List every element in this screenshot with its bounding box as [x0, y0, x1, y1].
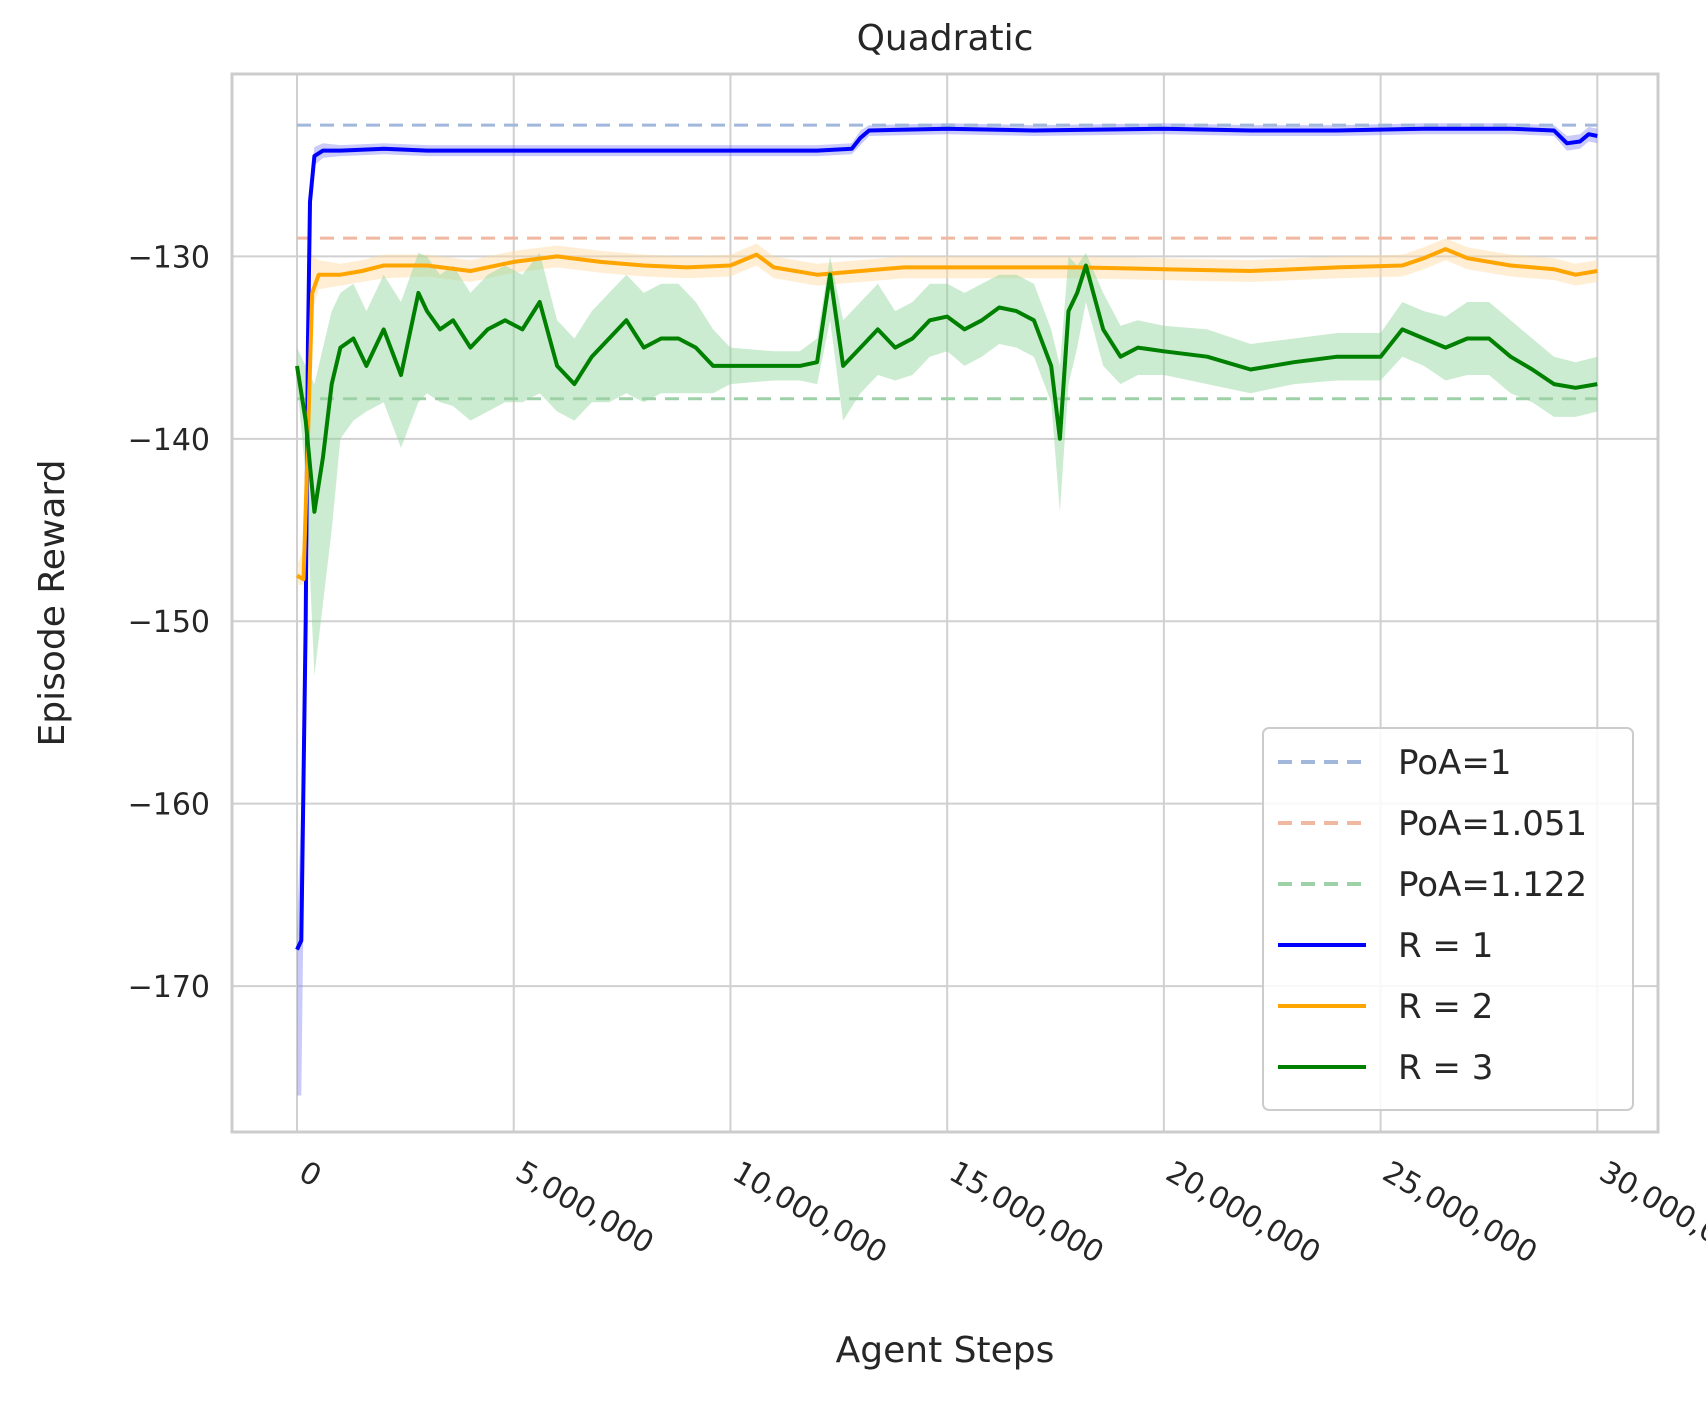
plot-frame — [230, 72, 1660, 1134]
x-tick-label: 20,000,000 — [1160, 1155, 1326, 1271]
legend-label-6: R = 3 — [1398, 1048, 1493, 1088]
x-tick-label: 25,000,000 — [1377, 1155, 1543, 1271]
confidence-band-2 — [297, 238, 1598, 585]
band-layer — [297, 123, 1598, 1096]
x-tick-label: 0 — [293, 1155, 327, 1195]
legend-label-4: R = 1 — [1398, 926, 1493, 966]
y-tick-label: −140 — [128, 423, 210, 458]
y-tick-label: −170 — [128, 970, 210, 1005]
x-axis-label: Agent Steps — [836, 1330, 1055, 1371]
series-line-3 — [295, 263, 1598, 514]
reference-lines — [297, 123, 1598, 401]
series-layer — [295, 126, 1598, 951]
series-line-2 — [296, 247, 1598, 582]
x-tick-label: 30,000,000 — [1593, 1155, 1706, 1271]
y-tick-label: −150 — [128, 605, 210, 640]
confidence-band-3 — [297, 252, 1598, 677]
legend: PoA=1 PoA=1.051 PoA=1.122 R = 1 R = 2 R = 3 — [1262, 727, 1634, 1111]
x-tick-label: 10,000,000 — [726, 1155, 892, 1271]
x-tick-label: 5,000,000 — [510, 1155, 660, 1262]
chart-title: Quadratic — [857, 18, 1034, 59]
legend-label-3: PoA=1.122 — [1398, 865, 1587, 905]
y-axis-label: Episode Reward — [32, 460, 73, 747]
legend-label-2: PoA=1.051 — [1398, 804, 1587, 844]
y-tick-label: −160 — [128, 788, 210, 823]
legend-label-1: PoA=1 — [1398, 743, 1511, 783]
x-tick-label: 15,000,000 — [943, 1155, 1109, 1271]
legend-label-5: R = 2 — [1398, 987, 1493, 1027]
series-line-1 — [295, 126, 1598, 951]
y-tick-label: −130 — [128, 240, 210, 275]
